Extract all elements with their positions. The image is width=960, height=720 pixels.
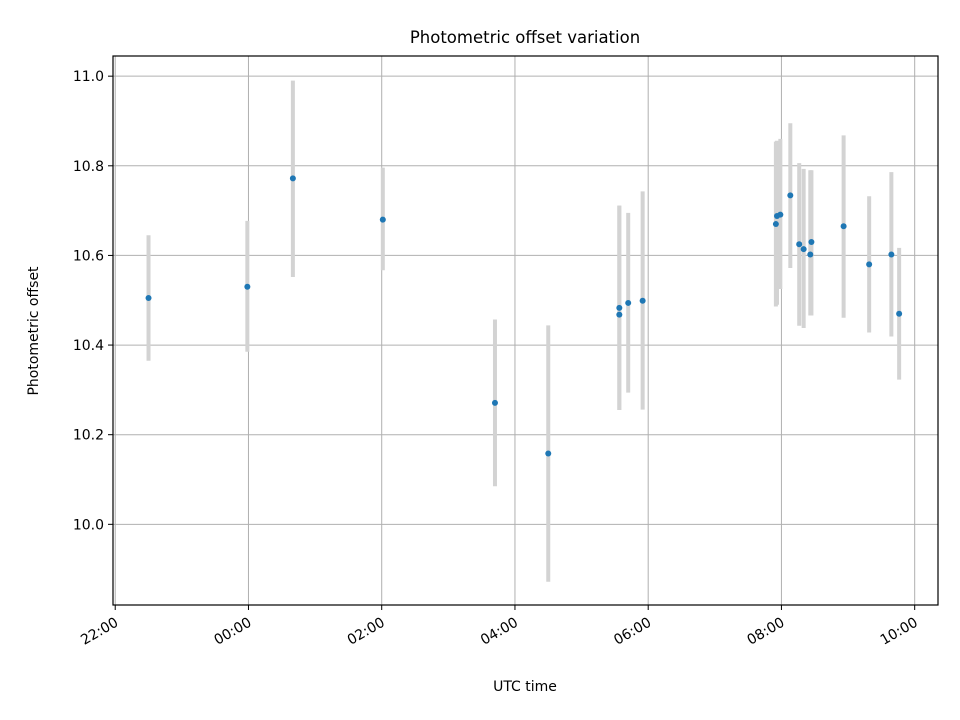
y-tick-label: 10.6 xyxy=(73,248,104,264)
data-point xyxy=(491,399,498,406)
chart-title: Photometric offset variation xyxy=(410,28,640,47)
y-tick-label: 10.4 xyxy=(73,338,104,354)
data-point xyxy=(896,310,903,317)
y-tick-label: 11.0 xyxy=(73,69,104,85)
data-point xyxy=(796,241,803,248)
data-point xyxy=(616,311,623,318)
data-point xyxy=(777,211,784,218)
y-tick-label: 10.2 xyxy=(73,428,104,444)
data-point xyxy=(772,221,779,228)
data-point xyxy=(866,261,873,268)
data-point xyxy=(545,450,552,457)
data-point xyxy=(616,304,623,311)
point-layer xyxy=(145,175,903,457)
data-point xyxy=(379,216,386,223)
x-axis-label: UTC time xyxy=(493,679,557,695)
data-point xyxy=(289,175,296,182)
y-tick-label: 10.0 xyxy=(73,517,104,533)
data-point xyxy=(639,297,646,304)
data-point xyxy=(888,251,895,258)
data-point xyxy=(800,246,807,253)
y-tick-label: 10.8 xyxy=(73,159,104,175)
data-point xyxy=(244,283,251,290)
y-axis-label: Photometric offset xyxy=(26,266,42,396)
data-point xyxy=(808,238,815,245)
data-point xyxy=(807,251,814,258)
data-point xyxy=(625,299,632,306)
plot-frame xyxy=(112,55,939,606)
y-tick-layer: 10.0 10.2 10.4 10.6 10.8 11.0 xyxy=(73,69,113,533)
data-point xyxy=(840,223,847,230)
data-point xyxy=(787,192,794,199)
data-point xyxy=(145,295,152,302)
